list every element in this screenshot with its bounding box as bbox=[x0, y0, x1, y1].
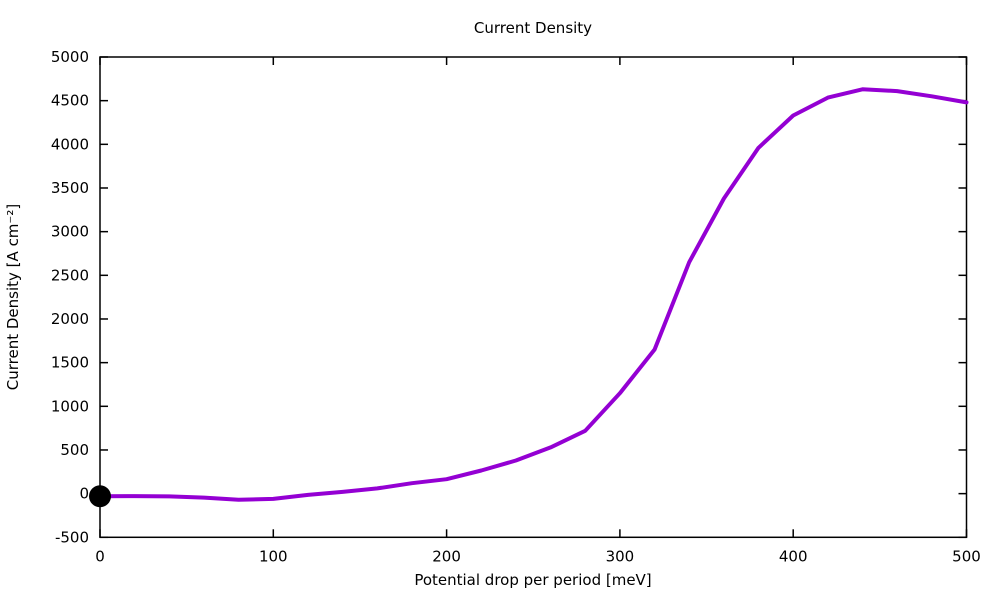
plot-frame bbox=[99, 56, 968, 539]
y-tick-label: 1500 bbox=[51, 354, 89, 372]
x-tick-label: 400 bbox=[779, 547, 808, 565]
chart-title: Current Density bbox=[474, 19, 592, 37]
current-density-curve bbox=[98, 87, 969, 502]
x-tick-label: 500 bbox=[952, 547, 981, 565]
y-tick-label: 5000 bbox=[51, 48, 89, 66]
data-series bbox=[98, 87, 969, 502]
x-tick-label: 300 bbox=[606, 547, 635, 565]
y-tick-label: 2500 bbox=[51, 266, 89, 284]
y-axis-label: Current Density [A cm⁻²] bbox=[4, 204, 22, 390]
origin-data-point-marker bbox=[89, 485, 111, 508]
x-tick-label: 0 bbox=[95, 547, 105, 565]
y-tick-label: 1000 bbox=[51, 397, 89, 415]
x-axis-label: Potential drop per period [meV] bbox=[414, 571, 651, 589]
y-tick-label: 0 bbox=[79, 485, 89, 503]
y-tick-label: 4000 bbox=[51, 135, 89, 153]
y-tick-label: 4500 bbox=[51, 92, 89, 110]
x-tick-label: 100 bbox=[259, 547, 288, 565]
y-tick-label: 3500 bbox=[51, 179, 89, 197]
axis-tick-labels: 0 100 200 300 400 500 -500 0 500 1000 1500 2000 2500… bbox=[51, 48, 981, 565]
axis-ticks bbox=[99, 56, 968, 539]
y-tick-label: 500 bbox=[60, 441, 89, 459]
y-tick-label: 2000 bbox=[51, 310, 89, 328]
data-markers bbox=[89, 485, 111, 508]
plot-border bbox=[99, 56, 968, 539]
y-tick-label: 3000 bbox=[51, 223, 89, 241]
x-tick-label: 200 bbox=[432, 547, 461, 565]
y-tick-label: -500 bbox=[55, 528, 89, 546]
